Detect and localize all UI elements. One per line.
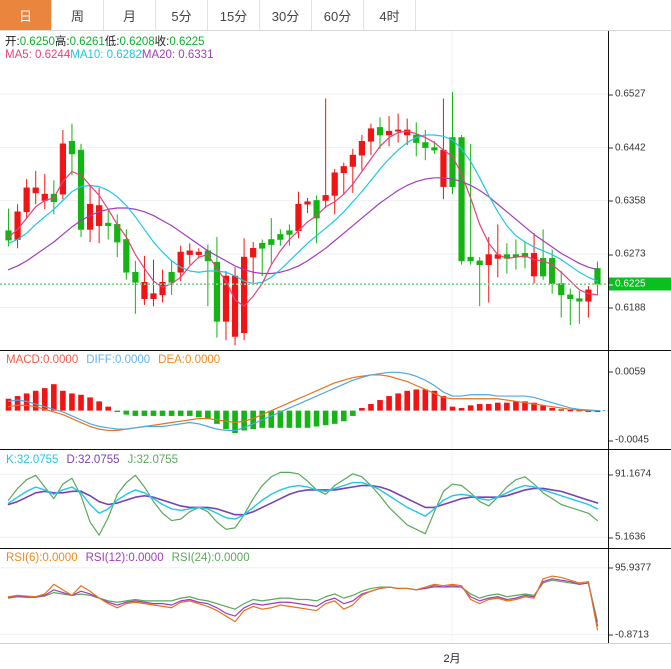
rsi12-label: RSI(12):0.0000: [85, 552, 164, 564]
period-tab-bar: 日 周 月 5分 15分 30分 60分 4时: [0, 0, 671, 31]
k-label: K:32.0755: [6, 454, 59, 466]
rsi-tick: -0.8713: [609, 629, 649, 640]
tab-month[interactable]: 月: [104, 0, 156, 30]
kdj-axis: 91.1674 5.1636: [608, 450, 671, 548]
kdj-panel: 91.1674 5.1636: [0, 450, 671, 549]
macd-label: MACD:0.0000: [6, 354, 79, 366]
macd-legend: MACD:0.0000 DIFF:0.0000 DEA:0.0000: [6, 354, 220, 366]
tab-60min[interactable]: 60分: [312, 0, 364, 30]
ohlc-legend: 开:0.6250高:0.6261低:0.6208收:0.6225: [5, 33, 205, 49]
price-chart-panel: 0.6527 0.6442 0.6358 0.6273 0.6188 0.6225: [0, 31, 671, 350]
kdj-tick: 91.1674: [609, 469, 651, 480]
tab-5min[interactable]: 5分: [156, 0, 208, 30]
price-tick: 0.6527: [609, 89, 646, 100]
rsi6-label: RSI(6):0.0000: [6, 552, 78, 564]
price-tick: 0.6273: [609, 249, 646, 260]
x-axis: 2月: [0, 644, 671, 670]
close-label: 收:: [154, 36, 170, 48]
ma20-value: 0.6331: [178, 49, 214, 61]
open-label: 开:: [5, 36, 20, 48]
open-value: 0.6250: [19, 36, 55, 48]
j-label: J:32.0755: [127, 454, 179, 466]
macd-axis: 0.0059 -0.0045: [608, 351, 671, 449]
price-tick: 0.6358: [609, 195, 646, 206]
macd-panel: 0.0059 -0.0045: [0, 350, 671, 450]
tab-15min[interactable]: 15分: [208, 0, 260, 30]
low-value: 0.6208: [119, 36, 155, 48]
ma20-label: MA20:: [141, 49, 179, 61]
macd-tick: 0.0059: [609, 366, 646, 377]
tab-30min[interactable]: 30分: [260, 0, 312, 30]
kdj-plot-area[interactable]: [0, 450, 608, 548]
ma5-value: 0.6244: [35, 49, 71, 61]
rsi-tick: 95.9377: [609, 562, 651, 573]
rsi-plot-area[interactable]: [0, 549, 608, 643]
ma10-label: MA10:: [70, 49, 107, 61]
price-tick: 0.6188: [609, 302, 646, 313]
ma10-value: 0.6282: [106, 49, 142, 61]
current-price-badge: 0.6225: [609, 277, 671, 291]
kdj-tick: 5.1636: [609, 532, 646, 543]
rsi24-label: RSI(24):0.0000: [171, 552, 250, 564]
close-value: 0.6225: [169, 36, 205, 48]
tab-day[interactable]: 日: [0, 0, 52, 30]
ma20-legend: MA20: 0.6331: [142, 49, 214, 61]
d-label: D:32.0755: [66, 454, 120, 466]
diff-label: DIFF:0.0000: [86, 354, 151, 366]
moving-average-legend: MA5: 0.6244MA10: 0.6282MA20: 0.6331: [5, 49, 213, 61]
price-tick: 0.6442: [609, 142, 646, 153]
high-label: 高:: [54, 36, 70, 48]
price-plot-area[interactable]: [0, 31, 608, 350]
ma5-label: MA5:: [5, 49, 36, 61]
tab-week[interactable]: 周: [52, 0, 104, 30]
rsi-legend: RSI(6):0.0000 RSI(12):0.0000 RSI(24):0.000…: [6, 552, 250, 564]
tab-4hour[interactable]: 4时: [364, 0, 416, 30]
x-axis-label: 2月: [443, 653, 461, 665]
price-axis: 0.6527 0.6442 0.6358 0.6273 0.6188 0.6225: [608, 31, 671, 350]
dea-label: DEA:0.0000: [158, 354, 221, 366]
macd-tick: -0.0045: [609, 435, 649, 446]
rsi-axis: 95.9377 -0.8713: [608, 549, 671, 643]
low-label: 低:: [104, 36, 120, 48]
macd-plot-area[interactable]: [0, 351, 608, 449]
rsi-panel: 95.9377 -0.8713: [0, 549, 671, 644]
ma10-legend: MA10: 0.6282: [70, 49, 142, 61]
tab-bar-filler: [416, 0, 671, 30]
kdj-legend: K:32.0755 D:32.0755 J:32.0755: [6, 454, 178, 466]
high-value: 0.6261: [69, 36, 105, 48]
ma5-legend: MA5: 0.6244: [5, 49, 70, 61]
